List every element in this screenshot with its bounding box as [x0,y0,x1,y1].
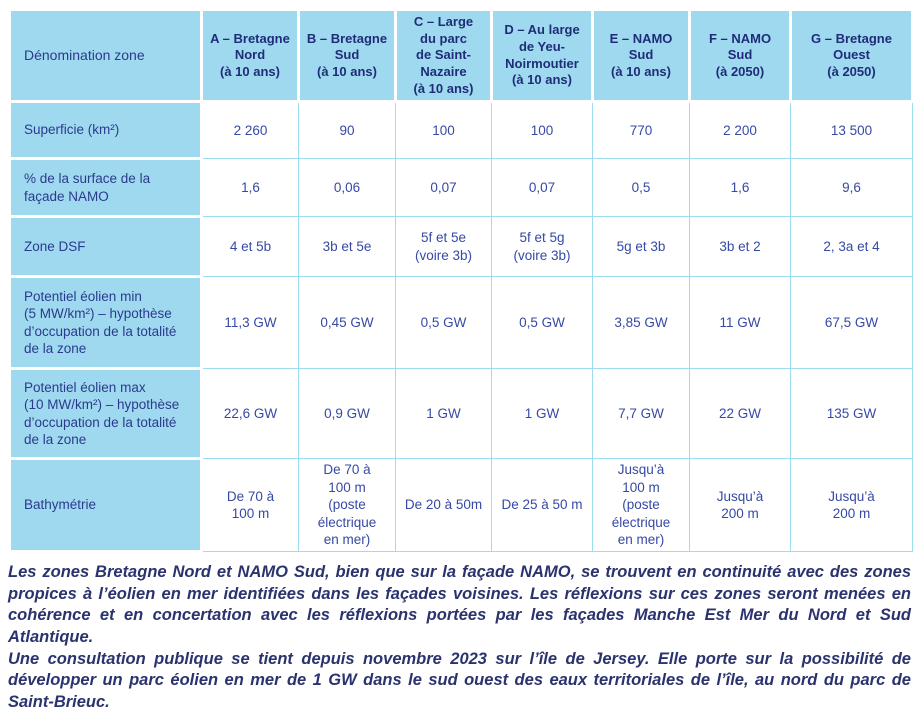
table-row-potentiel-eolien-max: Potentiel éolien max (10 MW/km²) – hypot… [8,367,913,461]
column-header-a-bretagne-nord: A – Bretagne Nord (à 10 ans) [200,7,300,104]
table-cell: De 25 à 50 m [491,458,593,553]
table-cell: 1 GW [395,368,492,460]
table-cell: 0,45 GW [298,276,396,370]
column-header-d-yeu-noirmoutier: D – Au large de Yeu- Noirmoutier (à 10 a… [490,7,594,104]
table-cell: 3b et 5e [298,216,396,278]
table-row-pct-surface-namo: % de la surface de la façade NAMO 1,6 0,… [8,157,913,219]
row-label-superficie: Superficie (km²) [8,100,203,161]
zones-table: Dénomination zone A – Bretagne Nord (à 1… [8,7,914,554]
column-header-b-bretagne-sud: B – Bretagne Sud (à 10 ans) [297,7,397,104]
table-cell: 1,6 [201,158,299,218]
table-cell: Jusqu’à 200 m [689,458,791,553]
table-cell: 100 [395,101,492,160]
table-cell: 2 200 [689,101,791,160]
table-cell: 0,07 [395,158,492,218]
note-paragraph-continuite-facades: Les zones Bretagne Nord et NAMO Sud, bie… [8,563,911,646]
note-paragraph-consultation-jersey: Une consultation publique se tient depui… [8,649,911,711]
table-cell: 13 500 [790,101,913,160]
row-label-potentiel-eolien-min: Potentiel éolien min (5 MW/km²) – hypoth… [8,275,203,371]
column-header-f-namo-sud-2050: F – NAMO Sud (à 2050) [688,7,792,104]
table-cell: 0,5 GW [491,276,593,370]
table-cell: 1,6 [689,158,791,218]
table-cell: 1 GW [491,368,593,460]
table-cell: 0,06 [298,158,396,218]
table-row-zone-dsf: Zone DSF 4 et 5b 3b et 5e 5f et 5e (voir… [8,215,913,279]
table-cell: 11 GW [689,276,791,370]
table-cell: 22,6 GW [201,368,299,460]
table-row-potentiel-eolien-min: Potentiel éolien min (5 MW/km²) – hypoth… [8,275,913,371]
table-cell: 3,85 GW [592,276,690,370]
row-label-bathymetrie: Bathymétrie [8,457,203,554]
table-cell: 0,5 GW [395,276,492,370]
table-cell: Jusqu’à 100 m (poste électrique en mer) [592,458,690,553]
table-cell: 2, 3a et 4 [790,216,913,278]
table-cell: 67,5 GW [790,276,913,370]
table-cell: 5f et 5e (voire 3b) [395,216,492,278]
table-cell: 5g et 3b [592,216,690,278]
table-cell: 22 GW [689,368,791,460]
column-header-c-saint-nazaire: C – Large du parc de Saint- Nazaire (à 1… [394,7,493,104]
table-cell: 0,5 [592,158,690,218]
table-cell: 9,6 [790,158,913,218]
table-cell: 7,7 GW [592,368,690,460]
footnotes: Les zones Bretagne Nord et NAMO Sud, bie… [8,562,911,713]
row-label-potentiel-eolien-max: Potentiel éolien max (10 MW/km²) – hypot… [8,367,203,461]
table-row-superficie: Superficie (km²) 2 260 90 100 100 770 2 … [8,100,913,161]
table-cell: De 70 à 100 m (poste électrique en mer) [298,458,396,553]
table-cell: 4 et 5b [201,216,299,278]
table-cell: 135 GW [790,368,913,460]
table-cell: 0,9 GW [298,368,396,460]
table-cell: De 70 à 100 m [201,458,299,553]
table-cell: 770 [592,101,690,160]
table-cell: 11,3 GW [201,276,299,370]
table-cell: 5f et 5g (voire 3b) [491,216,593,278]
table-row-bathymetrie: Bathymétrie De 70 à 100 m De 70 à 100 m … [8,457,913,554]
table-cell: 90 [298,101,396,160]
table-cell: Jusqu’à 200 m [790,458,913,553]
row-label-pct-surface-namo: % de la surface de la façade NAMO [8,157,203,219]
table-cell: 3b et 2 [689,216,791,278]
row-label-zone-dsf: Zone DSF [8,215,203,279]
column-header-g-bretagne-ouest: G – Bretagne Ouest (à 2050) [789,7,914,104]
table-cell: De 20 à 50m [395,458,492,553]
corner-header-denomination-zone: Dénomination zone [8,7,203,104]
table-cell: 100 [491,101,593,160]
column-header-e-namo-sud-10ans: E – NAMO Sud (à 10 ans) [591,7,691,104]
table-cell: 2 260 [201,101,299,160]
table-cell: 0,07 [491,158,593,218]
table-header-row: Dénomination zone A – Bretagne Nord (à 1… [8,7,914,104]
